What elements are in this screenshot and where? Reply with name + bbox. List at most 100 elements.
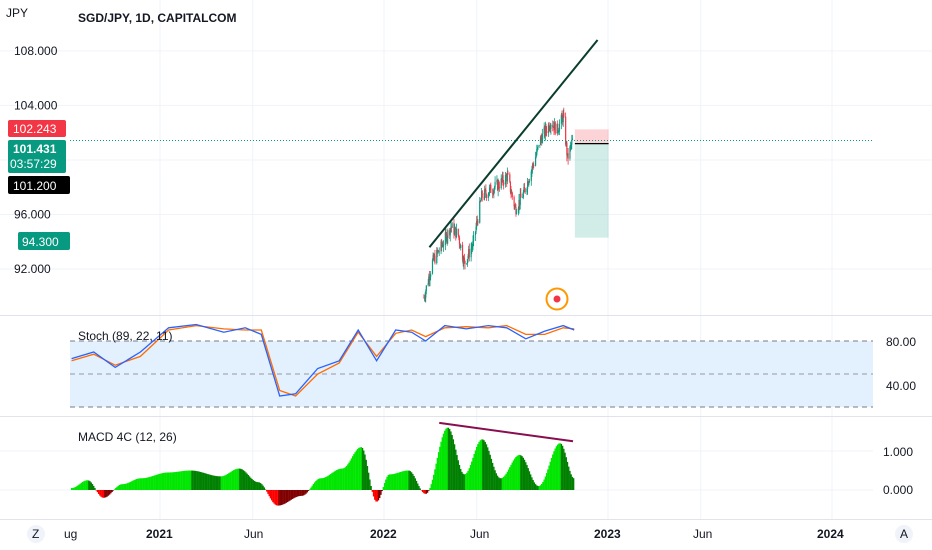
short-position-tool[interactable] [574, 129, 609, 238]
macd-bar [123, 484, 126, 490]
macd-bar [188, 470, 191, 490]
candle-body [558, 123, 561, 131]
macd-bar [132, 480, 134, 490]
macd-bar [185, 470, 187, 490]
candle-body [464, 260, 466, 264]
alert-marker[interactable] [545, 287, 569, 311]
candle-body [459, 243, 461, 248]
macd-bar [210, 475, 213, 490]
macd-bar [382, 487, 385, 490]
macd-bar [444, 430, 446, 490]
macd-bar [388, 474, 391, 490]
macd-divergence-line[interactable] [439, 421, 574, 443]
macd-bar [304, 490, 306, 495]
time-axis[interactable]: Z ug 2021 Jun 2022 Jun 2023 Jun 2024 A [27, 525, 913, 543]
macd-tick-0: 0.000 [883, 483, 913, 497]
candle-body [514, 205, 516, 208]
candle-body [463, 257, 465, 261]
candle-body [522, 197, 524, 199]
macd-bar [145, 477, 148, 490]
macd-bar [258, 482, 261, 490]
macd-bar [223, 475, 225, 490]
macd-bar [181, 471, 183, 490]
macd-bar [208, 474, 210, 490]
stoch-lines [71, 323, 575, 397]
trendline-drawing[interactable] [428, 39, 599, 248]
candle-body [461, 244, 464, 260]
macd-bar [270, 490, 273, 501]
macd-bar [90, 482, 92, 490]
macd-bar [174, 472, 176, 490]
candle-body [504, 175, 507, 185]
a-button-bg[interactable] [895, 525, 913, 543]
macd-bar [74, 487, 77, 490]
macd-bar [147, 477, 149, 490]
macd-bar [494, 470, 496, 490]
macd-bar [240, 468, 242, 490]
candle-body [536, 149, 538, 155]
macd-bar [461, 471, 463, 490]
macd-bar [415, 480, 418, 490]
candle-body [430, 273, 432, 277]
macd-bar [570, 474, 572, 490]
macd-bar [272, 490, 274, 503]
z-button-label[interactable]: Z [32, 527, 39, 541]
macd-bar [326, 476, 328, 490]
macd-bar [178, 471, 181, 490]
macd-bar [510, 464, 512, 490]
macd-bar [410, 472, 413, 490]
a-button-label[interactable]: A [900, 527, 908, 541]
macd-bar [559, 443, 561, 490]
macd-bar [124, 483, 127, 490]
candle-body [571, 140, 573, 145]
candle-body [528, 182, 530, 185]
macd-bar [159, 473, 161, 490]
macd-bar [320, 478, 322, 490]
macd-bar [296, 490, 299, 497]
candle-body [544, 127, 546, 136]
macd-bar [300, 490, 302, 496]
macd-bar [433, 474, 435, 490]
candle-body [453, 223, 455, 235]
candle-body [501, 175, 504, 181]
candle-body [511, 192, 513, 194]
macd-bar [94, 487, 96, 490]
macd-bar [452, 439, 455, 490]
auto-scale-left[interactable]: Z [27, 525, 45, 543]
macd-bar [250, 477, 252, 490]
last-tag-bg [8, 140, 66, 173]
macd-bar [565, 457, 567, 490]
macd-bar [370, 486, 372, 490]
macd-bar [403, 470, 405, 490]
macd-bar [553, 451, 555, 490]
candle-body [489, 185, 491, 188]
macd-bar [360, 447, 362, 490]
macd-bar [334, 470, 337, 490]
candle-body [429, 276, 431, 281]
candle-body [471, 247, 473, 249]
candle-body [442, 245, 444, 247]
macd-bar [111, 490, 113, 493]
macd-bar [286, 490, 289, 503]
macd-bar [167, 472, 170, 490]
macd-bar [176, 471, 178, 490]
macd-bar [202, 472, 204, 490]
auto-scale-right[interactable]: A [895, 525, 913, 543]
candle-body [441, 245, 443, 247]
candle-body [523, 187, 525, 193]
macd-bar [309, 489, 311, 490]
stoch-label[interactable]: Stoch (89, 22, 11) [78, 329, 173, 343]
macd-bar [440, 441, 442, 490]
macd-bar [149, 476, 151, 490]
candle-body [511, 192, 513, 197]
macd-bar [221, 476, 224, 490]
macd-bar [282, 490, 284, 505]
candle-body [476, 220, 478, 227]
z-button-bg[interactable] [27, 525, 45, 543]
macd-bar [340, 468, 343, 490]
candle-body [500, 178, 502, 189]
macd-bar [533, 482, 536, 490]
macd-bar [112, 490, 115, 491]
macd-bar [430, 484, 432, 490]
macd-label[interactable]: MACD 4C (12, 26) [78, 430, 177, 444]
